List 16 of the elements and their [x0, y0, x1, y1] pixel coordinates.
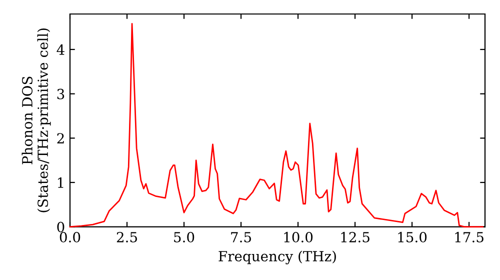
y-tick-label: 2	[57, 133, 64, 144]
line-series	[69, 23, 484, 228]
x-tick-label: 2.5	[116, 232, 137, 242]
y-axis-title: Phonon DOS (States/THz·primitive cell)	[22, 28, 51, 212]
x-axis-title: Frequency (THz)	[218, 250, 336, 264]
x-tick-label: 17.5	[455, 232, 484, 242]
x-tick-label: 15.0	[398, 232, 427, 242]
x-tick-label: 5.0	[174, 232, 194, 242]
y-tick-label: 0	[57, 222, 64, 232]
x-tick-label: 12.5	[341, 232, 370, 242]
x-tick-label: 0.0	[60, 232, 80, 242]
y-tick-label: 3	[57, 88, 64, 100]
y-tick-label: 4	[56, 44, 64, 55]
x-tick-label: 10.0	[284, 232, 313, 242]
y-tick-label: 1	[58, 177, 64, 188]
x-tick-label: 7.5	[231, 232, 251, 242]
